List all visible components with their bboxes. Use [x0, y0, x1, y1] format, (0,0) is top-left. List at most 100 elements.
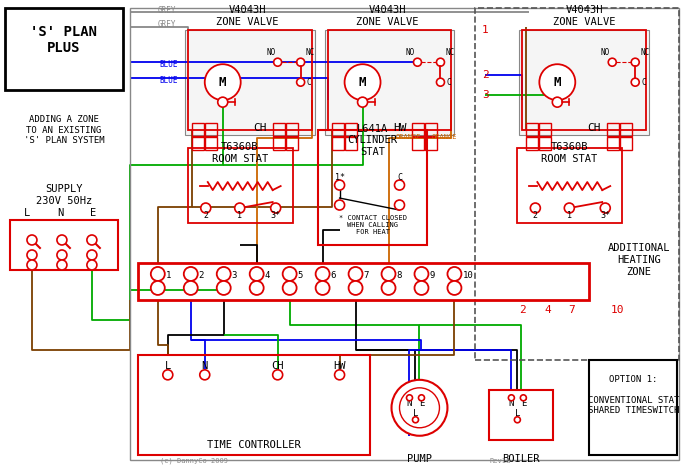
Circle shape [273, 370, 283, 380]
Text: N: N [57, 208, 63, 218]
Text: L: L [24, 208, 30, 218]
Text: ORANGE: ORANGE [395, 134, 421, 140]
Text: 4: 4 [544, 305, 551, 315]
Text: T6360B
ROOM STAT: T6360B ROOM STAT [212, 142, 268, 164]
Circle shape [400, 388, 440, 428]
Text: T6360B
ROOM STAT: T6360B ROOM STAT [541, 142, 598, 164]
Circle shape [57, 235, 67, 245]
Circle shape [540, 64, 575, 100]
Circle shape [395, 180, 404, 190]
Bar [522, 30, 647, 130]
Circle shape [415, 267, 428, 281]
Circle shape [283, 267, 297, 281]
Text: ADDING A ZONE
TO AN EXISTING
'S' PLAN SYSTEM: ADDING A ZONE TO AN EXISTING 'S' PLAN SY… [23, 115, 104, 145]
Circle shape [564, 203, 574, 213]
Text: 2: 2 [482, 70, 489, 80]
Bar [138, 355, 370, 455]
Bar [192, 137, 204, 150]
Text: 10: 10 [462, 271, 473, 280]
Circle shape [415, 281, 428, 295]
Bar [620, 137, 632, 150]
Text: 10: 10 [611, 305, 624, 315]
Text: 1: 1 [482, 25, 489, 35]
Text: GREY: GREY [158, 20, 177, 29]
Text: M: M [219, 76, 226, 88]
Text: E: E [521, 399, 526, 408]
Text: 3*: 3* [600, 211, 610, 219]
Text: ORANGE: ORANGE [431, 134, 457, 140]
Text: BLUE: BLUE [160, 76, 178, 85]
Text: V4043H
ZONE VALVE: V4043H ZONE VALVE [553, 6, 615, 27]
Bar [332, 137, 344, 150]
Circle shape [382, 267, 395, 281]
Circle shape [250, 267, 264, 281]
Circle shape [184, 267, 198, 281]
Bar [518, 148, 622, 223]
Text: ADDITIONAL
HEATING
ZONE: ADDITIONAL HEATING ZONE [608, 243, 671, 277]
Bar [489, 390, 553, 440]
Circle shape [315, 281, 330, 295]
Circle shape [552, 97, 562, 107]
Text: 7: 7 [568, 305, 575, 315]
Circle shape [335, 200, 344, 210]
Text: NO: NO [266, 48, 275, 57]
Bar [607, 123, 619, 136]
Circle shape [274, 58, 282, 66]
Circle shape [395, 200, 404, 210]
Text: L: L [413, 410, 418, 418]
Bar [332, 123, 344, 136]
Bar [344, 123, 357, 136]
Circle shape [201, 203, 210, 213]
Text: 3: 3 [482, 90, 489, 100]
Text: 1*: 1* [335, 173, 344, 182]
Bar [5, 8, 123, 90]
Text: C: C [397, 173, 402, 182]
Circle shape [357, 97, 368, 107]
Text: C: C [446, 78, 451, 87]
Text: Rev1a: Rev1a [489, 458, 511, 464]
Bar [185, 30, 315, 135]
Text: N: N [201, 361, 208, 371]
Circle shape [27, 260, 37, 270]
Text: TIME CONTROLLER: TIME CONTROLLER [207, 440, 301, 450]
Circle shape [315, 267, 330, 281]
Text: 5: 5 [297, 271, 303, 280]
Bar [413, 137, 424, 150]
Text: SUPPLY
230V 50Hz: SUPPLY 230V 50Hz [36, 184, 92, 206]
Circle shape [57, 250, 67, 260]
Text: CH: CH [271, 361, 284, 371]
Text: E: E [419, 399, 424, 408]
Circle shape [270, 203, 281, 213]
Bar [130, 8, 679, 460]
Text: * CONTACT CLOSED
WHEN CALLING
FOR HEAT: * CONTACT CLOSED WHEN CALLING FOR HEAT [339, 215, 406, 235]
Circle shape [283, 281, 297, 295]
Circle shape [631, 78, 639, 86]
Text: NO: NO [406, 48, 415, 57]
Circle shape [514, 417, 520, 423]
Text: CH: CH [253, 123, 266, 133]
Bar [526, 123, 538, 136]
Text: CH: CH [587, 123, 601, 133]
Circle shape [531, 203, 540, 213]
Bar [10, 220, 118, 270]
Circle shape [391, 380, 447, 436]
Circle shape [447, 267, 462, 281]
Circle shape [413, 58, 422, 66]
Text: 9: 9 [429, 271, 435, 280]
Text: GREY: GREY [158, 6, 177, 15]
Circle shape [151, 267, 165, 281]
Circle shape [382, 281, 395, 295]
Bar [344, 137, 357, 150]
Circle shape [184, 281, 198, 295]
Text: 7: 7 [364, 271, 369, 280]
Circle shape [509, 395, 514, 401]
Bar [328, 30, 451, 130]
Bar [188, 148, 293, 223]
Circle shape [348, 267, 362, 281]
Text: M: M [553, 76, 561, 88]
Text: (c) DannyCo 2009: (c) DannyCo 2009 [160, 458, 228, 464]
Bar [540, 137, 551, 150]
Bar [607, 137, 619, 150]
Circle shape [437, 78, 444, 86]
Circle shape [348, 281, 362, 295]
